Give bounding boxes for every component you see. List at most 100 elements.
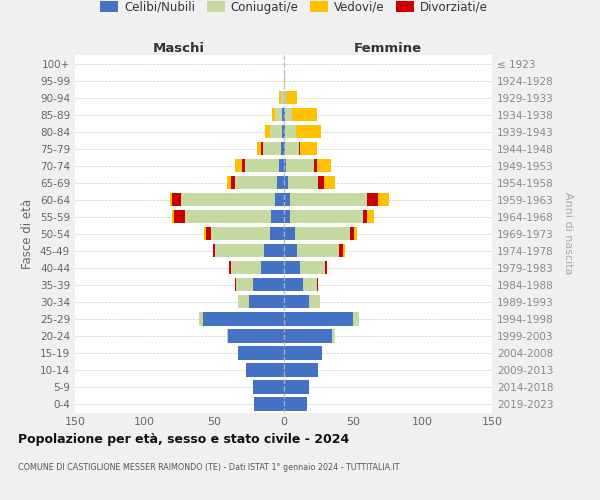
Bar bbox=[261, 142, 263, 156]
Bar bbox=[230, 261, 261, 274]
Bar bbox=[287, 176, 318, 190]
Y-axis label: Fasce di età: Fasce di età bbox=[22, 198, 34, 269]
Bar bbox=[295, 227, 350, 240]
Bar bbox=[245, 159, 280, 172]
Bar bbox=[227, 176, 230, 190]
Bar bbox=[284, 74, 285, 87]
Bar bbox=[275, 193, 284, 206]
Bar bbox=[284, 278, 303, 291]
Bar bbox=[238, 346, 284, 360]
Bar bbox=[215, 244, 264, 258]
Bar bbox=[298, 244, 339, 258]
Bar bbox=[284, 364, 318, 376]
Bar bbox=[199, 312, 203, 326]
Bar bbox=[284, 295, 308, 308]
Bar bbox=[269, 125, 282, 138]
Bar bbox=[254, 398, 284, 410]
Bar bbox=[286, 91, 298, 104]
Bar bbox=[170, 193, 172, 206]
Bar bbox=[363, 210, 367, 224]
Bar bbox=[367, 210, 374, 224]
Bar bbox=[308, 295, 320, 308]
Bar bbox=[249, 295, 284, 308]
Bar bbox=[271, 210, 284, 224]
Bar bbox=[173, 210, 185, 224]
Text: COMUNE DI CASTIGLIONE MESSER RAIMONDO (TE) - Dati ISTAT 1° gennaio 2024 - TUTTIT: COMUNE DI CASTIGLIONE MESSER RAIMONDO (T… bbox=[18, 462, 400, 471]
Bar bbox=[264, 244, 284, 258]
Bar bbox=[299, 142, 300, 156]
Bar bbox=[238, 295, 249, 308]
Bar bbox=[261, 261, 284, 274]
Bar bbox=[272, 108, 275, 121]
Bar bbox=[317, 278, 318, 291]
Bar bbox=[378, 193, 389, 206]
Bar bbox=[343, 244, 344, 258]
Bar bbox=[253, 278, 284, 291]
Bar bbox=[284, 193, 290, 206]
Bar bbox=[367, 193, 378, 206]
Bar bbox=[172, 210, 173, 224]
Bar bbox=[300, 261, 325, 274]
Bar bbox=[318, 176, 324, 190]
Bar bbox=[284, 210, 290, 224]
Bar bbox=[230, 176, 235, 190]
Bar bbox=[284, 227, 295, 240]
Bar bbox=[235, 278, 236, 291]
Bar bbox=[350, 227, 355, 240]
Bar bbox=[339, 244, 343, 258]
Bar bbox=[269, 227, 284, 240]
Bar bbox=[286, 159, 314, 172]
Bar bbox=[284, 312, 353, 326]
Bar bbox=[284, 330, 332, 342]
Bar bbox=[284, 261, 300, 274]
Bar bbox=[235, 159, 242, 172]
Bar bbox=[265, 125, 269, 138]
Bar bbox=[314, 159, 317, 172]
Bar bbox=[292, 108, 317, 121]
Bar bbox=[236, 278, 253, 291]
Bar bbox=[280, 91, 281, 104]
Bar bbox=[172, 193, 181, 206]
Bar bbox=[211, 227, 269, 240]
Bar bbox=[284, 398, 307, 410]
Y-axis label: Anni di nascita: Anni di nascita bbox=[563, 192, 573, 275]
Bar bbox=[284, 159, 286, 172]
Bar bbox=[284, 176, 287, 190]
Bar bbox=[275, 108, 282, 121]
Bar bbox=[332, 330, 335, 342]
Text: Femmine: Femmine bbox=[353, 42, 422, 55]
Bar bbox=[257, 142, 261, 156]
Bar bbox=[281, 142, 284, 156]
Bar bbox=[285, 108, 292, 121]
Bar bbox=[227, 330, 228, 342]
Bar bbox=[284, 142, 285, 156]
Bar bbox=[282, 108, 284, 121]
Text: Maschi: Maschi bbox=[153, 42, 205, 55]
Bar bbox=[284, 108, 285, 121]
Bar bbox=[277, 176, 284, 190]
Bar bbox=[317, 159, 331, 172]
Bar bbox=[263, 142, 281, 156]
Bar bbox=[206, 227, 211, 240]
Bar bbox=[212, 244, 215, 258]
Bar bbox=[284, 244, 298, 258]
Text: Popolazione per età, sesso e stato civile - 2024: Popolazione per età, sesso e stato civil… bbox=[18, 432, 349, 446]
Bar bbox=[242, 159, 245, 172]
Bar bbox=[246, 364, 284, 376]
Bar bbox=[284, 346, 322, 360]
Bar bbox=[296, 125, 321, 138]
Bar bbox=[282, 125, 284, 138]
Legend: Celibi/Nubili, Coniugati/e, Vedovi/e, Divorziati/e: Celibi/Nubili, Coniugati/e, Vedovi/e, Di… bbox=[95, 0, 493, 18]
Bar bbox=[290, 193, 367, 206]
Bar bbox=[353, 312, 359, 326]
Bar bbox=[253, 380, 284, 394]
Bar bbox=[325, 261, 326, 274]
Bar bbox=[281, 91, 284, 104]
Bar bbox=[181, 193, 275, 206]
Bar bbox=[285, 125, 296, 138]
Bar bbox=[228, 330, 284, 342]
Bar bbox=[355, 227, 357, 240]
Bar bbox=[303, 278, 317, 291]
Bar bbox=[284, 125, 285, 138]
Bar bbox=[280, 159, 284, 172]
